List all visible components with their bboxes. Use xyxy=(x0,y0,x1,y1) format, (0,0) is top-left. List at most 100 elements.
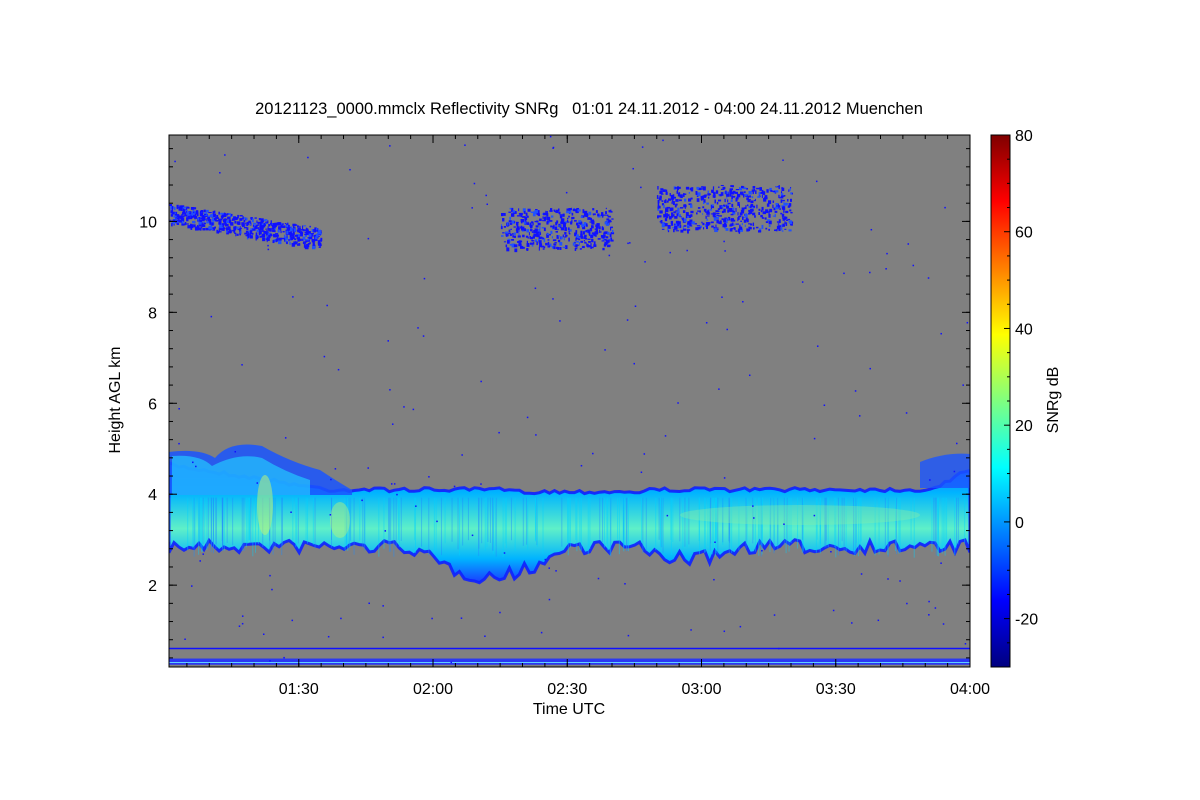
echo-pixel xyxy=(282,231,285,233)
plot-frame xyxy=(168,134,971,668)
noise-pixel xyxy=(783,523,785,525)
echo-pixel xyxy=(567,217,569,219)
echo-pixel xyxy=(575,244,578,248)
echo-pixel xyxy=(733,223,735,226)
echo-pixel xyxy=(201,215,204,220)
echo-pixel xyxy=(667,230,670,233)
echo-pixel xyxy=(528,232,530,236)
echo-pixel xyxy=(606,220,609,222)
echo-pixel xyxy=(744,193,748,196)
echo-pixel xyxy=(285,238,287,243)
echo-pixel xyxy=(732,195,736,198)
echo-pixel xyxy=(229,220,231,224)
echo-pixel xyxy=(305,227,308,230)
echo-pixel xyxy=(234,226,237,230)
echo-pixel xyxy=(267,220,269,222)
echo-pixel xyxy=(200,212,203,215)
colorbar-tick-label: 40 xyxy=(1015,321,1033,338)
noise-pixel xyxy=(391,423,394,425)
echo-pixel xyxy=(171,206,174,208)
noise-pixel xyxy=(739,625,742,628)
echo-pixel xyxy=(182,210,186,213)
echo-pixel xyxy=(174,206,176,211)
echo-pixel xyxy=(202,228,206,231)
echo-pixel xyxy=(604,239,608,241)
noise-pixel xyxy=(726,328,728,331)
echo-pixel xyxy=(584,235,587,239)
echo-pixel xyxy=(664,218,668,222)
noise-pixel xyxy=(241,364,243,366)
colorbar-label: SNRg dB xyxy=(1045,367,1062,434)
echo-pixel xyxy=(547,239,550,241)
noise-pixel xyxy=(813,437,816,440)
echo-pixel xyxy=(305,233,307,237)
echo-pixel xyxy=(269,228,272,232)
echo-pixel xyxy=(518,233,520,236)
echo-pixel xyxy=(183,209,186,211)
echo-pixel xyxy=(756,204,758,209)
echo-pixel xyxy=(732,207,735,211)
echo-pixel xyxy=(307,237,311,239)
noise-pixel xyxy=(309,225,311,228)
echo-pixel xyxy=(667,228,669,231)
echo-pixel xyxy=(218,219,222,224)
echo-pixel xyxy=(574,248,577,251)
echo-pixel xyxy=(305,239,308,243)
echo-pixel xyxy=(741,222,743,226)
echo-pixel xyxy=(525,212,528,216)
echo-pixel xyxy=(546,213,549,217)
echo-pixel xyxy=(572,242,575,246)
echo-pixel xyxy=(203,209,206,213)
echo-pixel xyxy=(657,207,660,211)
echo-pixel xyxy=(234,228,236,231)
echo-pixel xyxy=(307,231,311,234)
echo-pixel xyxy=(539,231,542,236)
clutter-band xyxy=(169,658,970,665)
noise-pixel xyxy=(956,442,958,445)
echo-pixel xyxy=(732,190,736,194)
echo-pixel xyxy=(508,211,512,213)
noise-pixel xyxy=(640,186,642,189)
echo-pixel xyxy=(605,236,609,239)
echo-pixel xyxy=(707,210,710,214)
echo-pixel xyxy=(227,226,231,230)
noise-pixel xyxy=(677,402,679,404)
echo-pixel xyxy=(739,224,741,226)
noise-pixel xyxy=(690,629,692,631)
echo-pixel xyxy=(236,217,239,220)
echo-pixel xyxy=(678,214,681,217)
echo-pixel xyxy=(702,206,705,209)
echo-pixel xyxy=(726,205,729,207)
echo-pixel xyxy=(765,209,769,214)
echo-pixel xyxy=(295,234,299,237)
echo-pixel xyxy=(259,231,261,236)
echo-pixel xyxy=(600,214,604,217)
echo-pixel xyxy=(311,232,315,235)
echo-pixel xyxy=(571,219,573,223)
echo-pixel xyxy=(742,186,745,188)
noise-pixel xyxy=(843,272,845,275)
noise-pixel xyxy=(460,617,463,619)
echo-pixel xyxy=(281,226,286,228)
echo-pixel xyxy=(657,186,659,190)
echo-pixel xyxy=(172,219,176,222)
noise-pixel xyxy=(423,277,426,280)
echo-pixel xyxy=(521,226,525,231)
echo-pixel xyxy=(780,195,784,199)
noise-pixel xyxy=(191,585,193,587)
x-tick-label: 03:00 xyxy=(681,681,721,698)
echo-pixel xyxy=(249,235,253,239)
noise-pixel xyxy=(323,355,326,358)
echo-pixel xyxy=(226,220,230,224)
echo-pixel xyxy=(248,220,251,223)
echo-pixel xyxy=(273,225,276,229)
echo-pixel xyxy=(735,208,737,212)
echo-pixel xyxy=(593,214,595,216)
echo-pixel xyxy=(576,222,579,226)
echo-pixel xyxy=(219,231,222,233)
echo-pixel xyxy=(703,227,705,230)
echo-pixel xyxy=(513,235,517,238)
echo-pixel xyxy=(753,200,756,202)
echo-pixel xyxy=(176,220,179,222)
noise-pixel xyxy=(396,493,398,496)
